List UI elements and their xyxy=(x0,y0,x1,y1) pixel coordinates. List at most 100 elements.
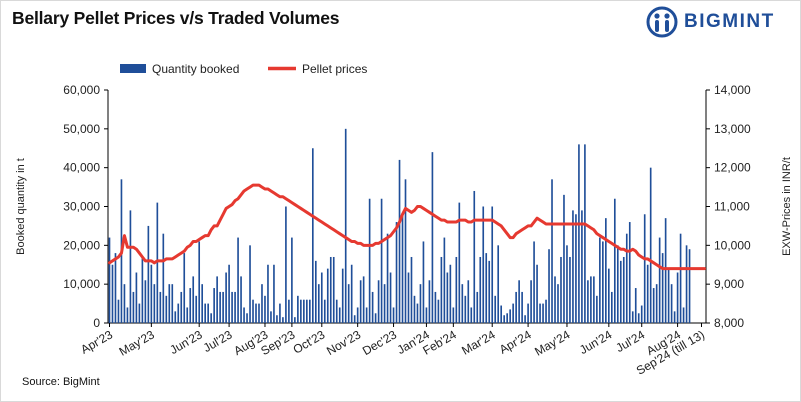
bar-quantity-56 xyxy=(276,315,278,323)
y2-tick-label: 11,000 xyxy=(714,200,750,214)
bar-quantity-112 xyxy=(443,237,446,323)
bar-quantity-192 xyxy=(682,307,685,323)
bar-quantity-189 xyxy=(673,311,676,323)
bar-quantity-152 xyxy=(563,194,565,323)
bar-quantity-18 xyxy=(162,233,165,323)
x-tick-label: May'23 xyxy=(117,327,157,358)
bar-quantity-15 xyxy=(153,284,156,323)
bar-quantity-179 xyxy=(643,214,646,323)
bar-quantity-60 xyxy=(288,299,290,323)
y2-tick-label: 13,000 xyxy=(714,122,751,136)
bar-quantity-122 xyxy=(473,190,476,323)
bar-quantity-94 xyxy=(389,272,392,323)
bar-quantity-161 xyxy=(590,276,592,323)
bar-quantity-181 xyxy=(649,167,652,323)
bar-quantity-167 xyxy=(608,268,610,323)
bar-quantity-36 xyxy=(216,276,218,323)
bar-quantity-33 xyxy=(207,303,209,323)
bar-quantity-57 xyxy=(279,303,281,323)
bar-quantity-34 xyxy=(210,313,212,323)
bar-quantity-43 xyxy=(237,237,239,323)
bar-quantity-113 xyxy=(446,272,449,323)
bar-quantity-165 xyxy=(602,241,604,323)
bar-quantity-110 xyxy=(437,299,440,323)
y-tick-label: 20,000 xyxy=(63,238,100,252)
bar-quantity-83 xyxy=(356,307,359,323)
bar-quantity-51 xyxy=(261,284,263,323)
bar-quantity-42 xyxy=(234,291,236,323)
bar-quantity-101 xyxy=(410,256,413,323)
bar-quantity-0 xyxy=(108,237,111,323)
bar-quantity-39 xyxy=(225,272,227,323)
bar-quantity-58 xyxy=(282,317,284,323)
bar-quantity-107 xyxy=(428,280,431,323)
bar-quantity-70 xyxy=(317,284,320,323)
bar-quantity-52 xyxy=(264,295,266,323)
bar-quantity-48 xyxy=(252,299,254,323)
bar-quantity-190 xyxy=(676,272,679,323)
legend-label-price: Pellet prices xyxy=(302,62,367,76)
bar-quantity-176 xyxy=(634,288,637,323)
bigmint-logo: BIGMINT xyxy=(646,6,796,38)
bar-quantity-91 xyxy=(380,198,383,323)
bar-quantity-68 xyxy=(311,148,314,323)
bar-quantity-191 xyxy=(679,233,682,323)
bar-quantity-23 xyxy=(177,303,180,323)
bar-quantity-75 xyxy=(332,256,335,323)
x-tick-label: Jun'24 xyxy=(577,327,615,357)
y-tick-label: 30,000 xyxy=(63,200,100,214)
bar-quantity-35 xyxy=(213,288,215,323)
bar-quantity-37 xyxy=(219,291,221,323)
bar-quantity-86 xyxy=(365,307,368,323)
y-tick-label: 0 xyxy=(93,316,100,330)
bar-quantity-131 xyxy=(500,305,503,323)
bar-quantity-10 xyxy=(138,303,141,323)
bar-quantity-116 xyxy=(455,256,458,323)
bar-quantity-44 xyxy=(240,276,242,323)
bar-quantity-65 xyxy=(303,299,305,323)
bar-quantity-180 xyxy=(646,264,649,323)
bar-quantity-22 xyxy=(174,311,177,323)
bar-quantity-194 xyxy=(688,249,691,323)
bar-quantity-53 xyxy=(267,264,269,323)
y2-tick-label: 9,000 xyxy=(714,277,744,291)
bar-quantity-146 xyxy=(545,299,547,323)
bar-quantity-162 xyxy=(593,276,595,323)
x-tick-label: Oct'23 xyxy=(291,327,328,356)
source-note: Source: BigMint xyxy=(22,376,100,388)
x-tick-label: May'24 xyxy=(532,327,572,358)
bar-quantity-125 xyxy=(482,206,485,323)
x-tick-label: Mar'24 xyxy=(459,327,498,357)
bar-quantity-81 xyxy=(350,264,353,323)
bar-quantity-144 xyxy=(539,303,541,323)
bar-quantity-169 xyxy=(613,198,616,323)
bar-quantity-117 xyxy=(458,202,461,323)
bar-quantity-85 xyxy=(362,276,365,323)
bar-quantity-174 xyxy=(628,222,631,323)
bar-quantity-147 xyxy=(548,249,550,323)
bar-quantity-99 xyxy=(404,179,407,323)
bar-quantity-77 xyxy=(338,307,341,323)
bar-quantity-63 xyxy=(297,295,299,323)
y-tick-label: 40,000 xyxy=(63,161,100,175)
bar-quantity-64 xyxy=(300,299,302,323)
bar-quantity-154 xyxy=(569,256,571,323)
bar-quantity-155 xyxy=(572,210,574,323)
x-tick-label: Jul'23 xyxy=(201,327,235,355)
chart-title: Bellary Pellet Prices v/s Traded Volumes xyxy=(12,8,340,28)
bar-quantity-135 xyxy=(512,303,514,323)
bar-quantity-25 xyxy=(183,253,186,323)
bar-quantity-90 xyxy=(377,280,380,323)
bar-quantity-13 xyxy=(147,225,150,323)
bar-quantity-14 xyxy=(150,264,153,323)
bar-quantity-84 xyxy=(359,280,362,323)
y2-tick-label: 8,000 xyxy=(714,316,744,330)
bar-quantity-120 xyxy=(467,280,470,323)
y-axis-title: Booked quantity in t xyxy=(15,158,27,255)
x-tick-label: Apr'24 xyxy=(497,327,534,356)
bar-quantity-177 xyxy=(637,313,640,323)
bar-quantity-12 xyxy=(144,280,147,323)
x-tick-label: Dec'23 xyxy=(360,327,399,358)
bar-quantity-95 xyxy=(392,307,395,323)
bar-quantity-66 xyxy=(306,299,308,323)
